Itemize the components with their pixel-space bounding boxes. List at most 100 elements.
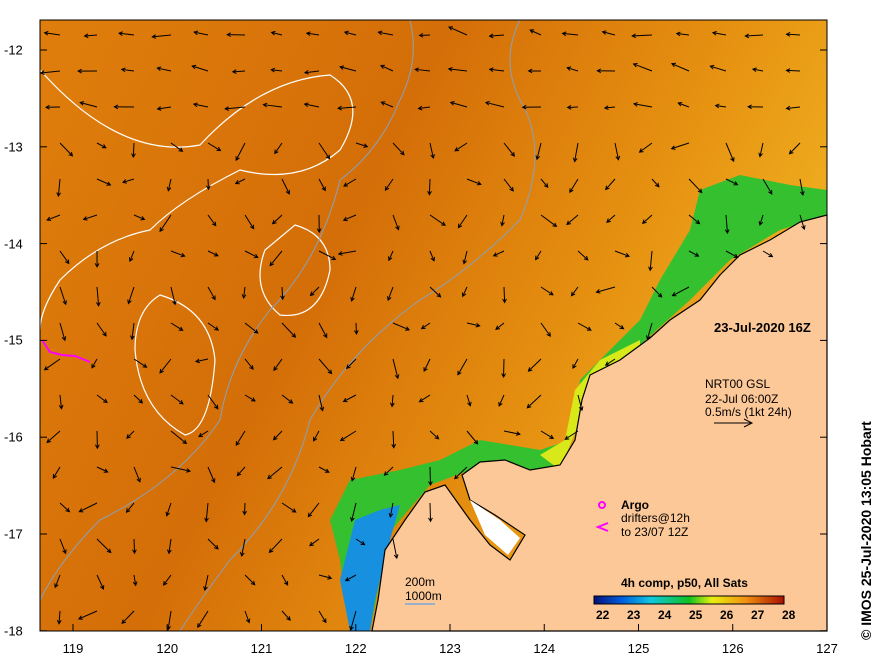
y-tick-label: -18 [4, 623, 23, 639]
current-arrow [207, 142, 222, 152]
current-arrow [614, 322, 625, 330]
current-arrow [58, 394, 64, 410]
current-arrow [244, 610, 251, 624]
current-arrow [799, 214, 806, 231]
colorbar-tick-label: 28 [782, 608, 796, 622]
current-arrow [758, 214, 764, 227]
current-arrow [389, 394, 395, 408]
current-arrow [281, 610, 291, 621]
current-arrow [163, 574, 172, 586]
current-arrow [488, 33, 505, 39]
current-time: 22-Jul 06:00Z [705, 392, 779, 406]
current-arrow [503, 142, 515, 157]
drifter-track [41, 339, 91, 363]
current-arrow [318, 394, 325, 412]
current-arrow [270, 30, 283, 36]
current-arrow [166, 178, 172, 192]
bathymetry-contours [39, 19, 536, 632]
current-arrow [344, 574, 357, 582]
current-arrow [414, 67, 431, 73]
current-arrow [462, 250, 468, 265]
current-arrow [453, 466, 468, 480]
current-arrow [305, 31, 320, 36]
current-arrow [77, 610, 98, 620]
argo-label: Argo [621, 498, 649, 512]
current-arrow [495, 322, 505, 330]
current-arrow [133, 466, 141, 483]
current-arrow [342, 214, 357, 222]
current-arrow [59, 250, 70, 265]
current-arrow [133, 394, 144, 404]
current-arrow [45, 104, 61, 110]
current-arrow [204, 502, 209, 523]
current-arrow [170, 394, 184, 405]
y-tick-label: -13 [4, 139, 23, 155]
current-arrow [675, 31, 690, 37]
x-tick-label: 120 [156, 641, 179, 656]
colorbar-tick-label: 25 [689, 608, 703, 622]
current-arrow [96, 574, 105, 590]
current-arrow [747, 104, 764, 110]
current-arrow [500, 214, 505, 227]
current-arrow [43, 358, 61, 371]
current-arrow [303, 102, 320, 108]
current-arrow [788, 142, 801, 155]
current-arrow [614, 142, 621, 161]
current-arrow [350, 466, 357, 482]
current-arrow [281, 502, 297, 513]
current-arrow [355, 538, 366, 546]
current-arrow [303, 69, 320, 75]
drifters-label: drifters@12h [621, 511, 690, 525]
current-arrow [193, 30, 209, 36]
current-arrow [461, 286, 468, 298]
current-arrow [130, 322, 135, 341]
current-arrow [724, 214, 730, 235]
current-arrow [126, 430, 135, 439]
current-arrow [725, 142, 735, 163]
current-arrow [688, 250, 700, 257]
current-arrow [484, 100, 505, 108]
king-sound [470, 500, 520, 555]
current-arrow [566, 66, 579, 72]
current-arrow [349, 610, 357, 631]
current-arrow [392, 322, 411, 331]
current-arrow [418, 394, 431, 403]
current-arrow [281, 394, 294, 404]
current-arrow [121, 178, 135, 184]
current-arrow [59, 538, 67, 555]
current-arrow [429, 286, 442, 298]
current-arrow [309, 286, 320, 297]
current-arrow [566, 214, 579, 226]
current-arrow [318, 466, 330, 473]
current-arrow [318, 358, 333, 375]
bathy-200m-label: 200m [405, 575, 436, 589]
current-arrow [384, 178, 394, 191]
current-arrow [503, 430, 521, 436]
current-arrow [207, 286, 216, 301]
current-arrow [207, 394, 219, 410]
current-arrow [785, 32, 801, 37]
current-arrow [96, 394, 108, 404]
current-arrow [388, 502, 394, 518]
cold-water-patch [340, 505, 400, 631]
current-arrow [59, 286, 67, 306]
current-arrow [688, 178, 703, 194]
current-arrow [170, 142, 184, 152]
current-arrow [207, 322, 220, 331]
current-arrow [131, 142, 136, 159]
current-arrow [596, 68, 616, 74]
current-arrow [526, 394, 542, 409]
current-arrow [561, 31, 579, 37]
current-arrow [670, 62, 690, 72]
current-arrow [274, 142, 283, 155]
current-arrow [350, 502, 357, 523]
current-arrow [606, 214, 616, 223]
current-arrow [501, 358, 506, 379]
current-arrow [762, 250, 774, 258]
current-arrow [595, 286, 616, 294]
current-arrow [429, 430, 440, 440]
current-arrow [59, 142, 74, 157]
current-arrow [281, 322, 297, 338]
current-arrow [392, 358, 400, 380]
